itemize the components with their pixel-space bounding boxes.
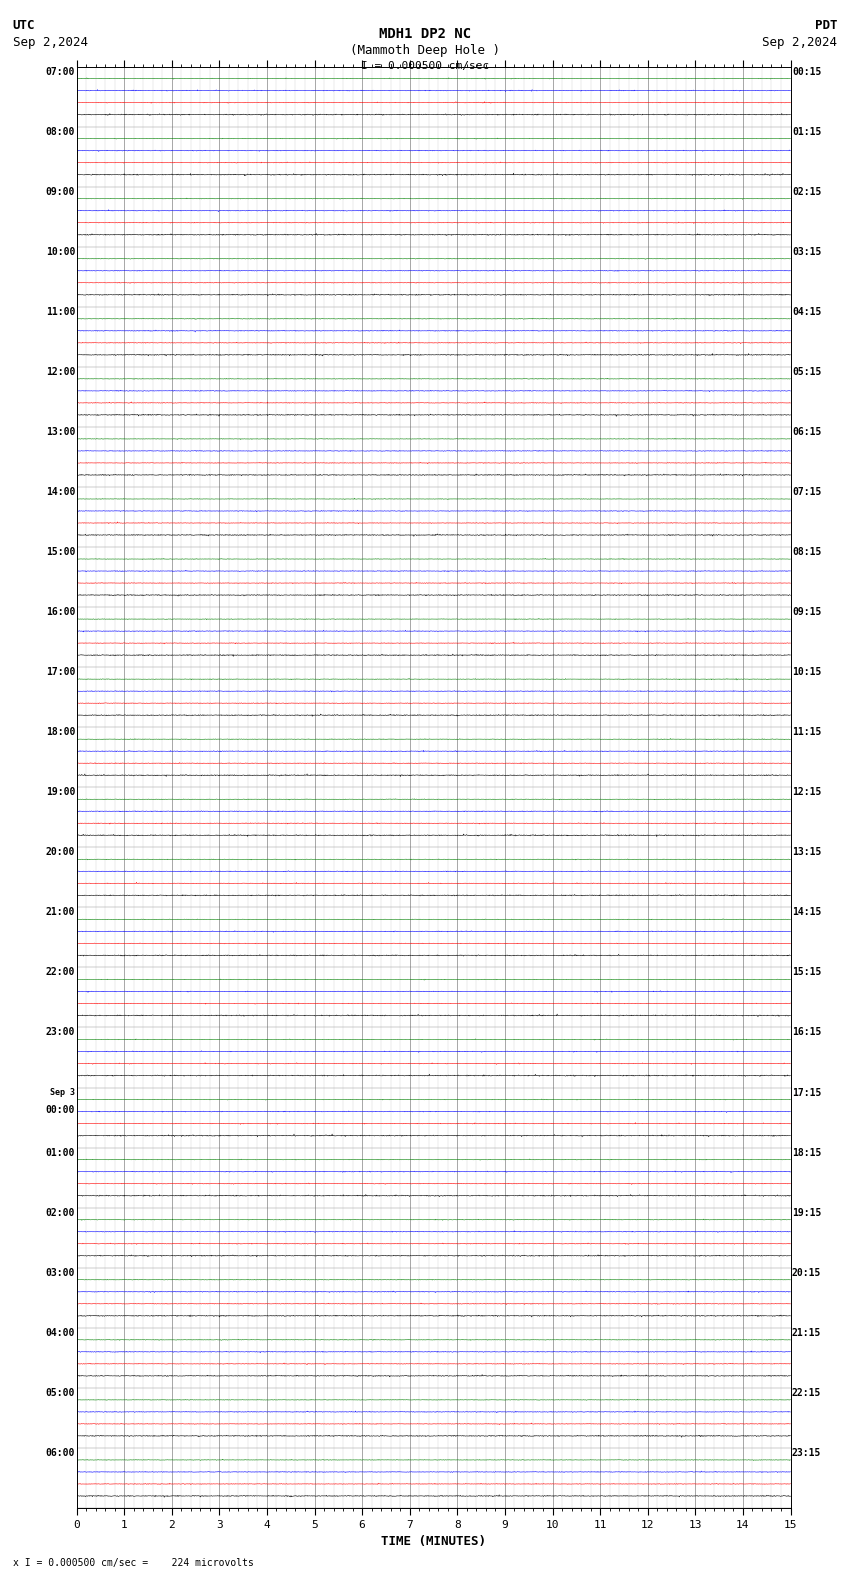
Text: 14:15: 14:15 — [792, 908, 821, 917]
Text: Sep 2,2024: Sep 2,2024 — [762, 36, 837, 49]
Text: 20:00: 20:00 — [46, 847, 75, 857]
Text: x I = 0.000500 cm/sec =    224 microvolts: x I = 0.000500 cm/sec = 224 microvolts — [13, 1559, 253, 1568]
Text: 07:15: 07:15 — [792, 486, 821, 497]
Text: 00:15: 00:15 — [792, 67, 821, 76]
Text: 10:15: 10:15 — [792, 667, 821, 676]
Text: 03:15: 03:15 — [792, 247, 821, 257]
Text: 11:15: 11:15 — [792, 727, 821, 737]
Text: 12:15: 12:15 — [792, 787, 821, 797]
Text: 15:00: 15:00 — [46, 546, 75, 558]
Text: 13:00: 13:00 — [46, 428, 75, 437]
Text: 06:00: 06:00 — [46, 1448, 75, 1457]
Text: 23:15: 23:15 — [792, 1448, 821, 1457]
X-axis label: TIME (MINUTES): TIME (MINUTES) — [381, 1535, 486, 1548]
Text: UTC: UTC — [13, 19, 35, 32]
Text: 03:00: 03:00 — [46, 1267, 75, 1278]
Text: 12:00: 12:00 — [46, 367, 75, 377]
Text: 01:00: 01:00 — [46, 1147, 75, 1158]
Text: Sep 2,2024: Sep 2,2024 — [13, 36, 88, 49]
Text: MDH1 DP2 NC: MDH1 DP2 NC — [379, 27, 471, 41]
Text: 22:00: 22:00 — [46, 968, 75, 977]
Text: 05:15: 05:15 — [792, 367, 821, 377]
Text: 19:15: 19:15 — [792, 1207, 821, 1218]
Text: 09:00: 09:00 — [46, 187, 75, 196]
Text: 16:15: 16:15 — [792, 1028, 821, 1038]
Text: 16:00: 16:00 — [46, 607, 75, 618]
Text: 00:00: 00:00 — [46, 1106, 75, 1115]
Text: 22:15: 22:15 — [792, 1388, 821, 1397]
Text: 18:00: 18:00 — [46, 727, 75, 737]
Text: 05:00: 05:00 — [46, 1388, 75, 1397]
Text: 20:15: 20:15 — [792, 1267, 821, 1278]
Text: 04:15: 04:15 — [792, 307, 821, 317]
Text: 23:00: 23:00 — [46, 1028, 75, 1038]
Text: 11:00: 11:00 — [46, 307, 75, 317]
Text: 02:15: 02:15 — [792, 187, 821, 196]
Text: 09:15: 09:15 — [792, 607, 821, 618]
Text: 13:15: 13:15 — [792, 847, 821, 857]
Text: 15:15: 15:15 — [792, 968, 821, 977]
Text: 14:00: 14:00 — [46, 486, 75, 497]
Text: 08:00: 08:00 — [46, 127, 75, 136]
Text: 01:15: 01:15 — [792, 127, 821, 136]
Text: 17:15: 17:15 — [792, 1088, 821, 1098]
Text: 17:00: 17:00 — [46, 667, 75, 676]
Text: 07:00: 07:00 — [46, 67, 75, 76]
Text: I = 0.000500 cm/sec: I = 0.000500 cm/sec — [361, 62, 489, 71]
Text: Sep 3: Sep 3 — [50, 1088, 75, 1096]
Text: (Mammoth Deep Hole ): (Mammoth Deep Hole ) — [350, 44, 500, 57]
Text: 19:00: 19:00 — [46, 787, 75, 797]
Text: 21:15: 21:15 — [792, 1327, 821, 1338]
Text: 21:00: 21:00 — [46, 908, 75, 917]
Text: 06:15: 06:15 — [792, 428, 821, 437]
Text: 18:15: 18:15 — [792, 1147, 821, 1158]
Text: 10:00: 10:00 — [46, 247, 75, 257]
Text: 04:00: 04:00 — [46, 1327, 75, 1338]
Text: 02:00: 02:00 — [46, 1207, 75, 1218]
Text: 08:15: 08:15 — [792, 546, 821, 558]
Text: PDT: PDT — [815, 19, 837, 32]
